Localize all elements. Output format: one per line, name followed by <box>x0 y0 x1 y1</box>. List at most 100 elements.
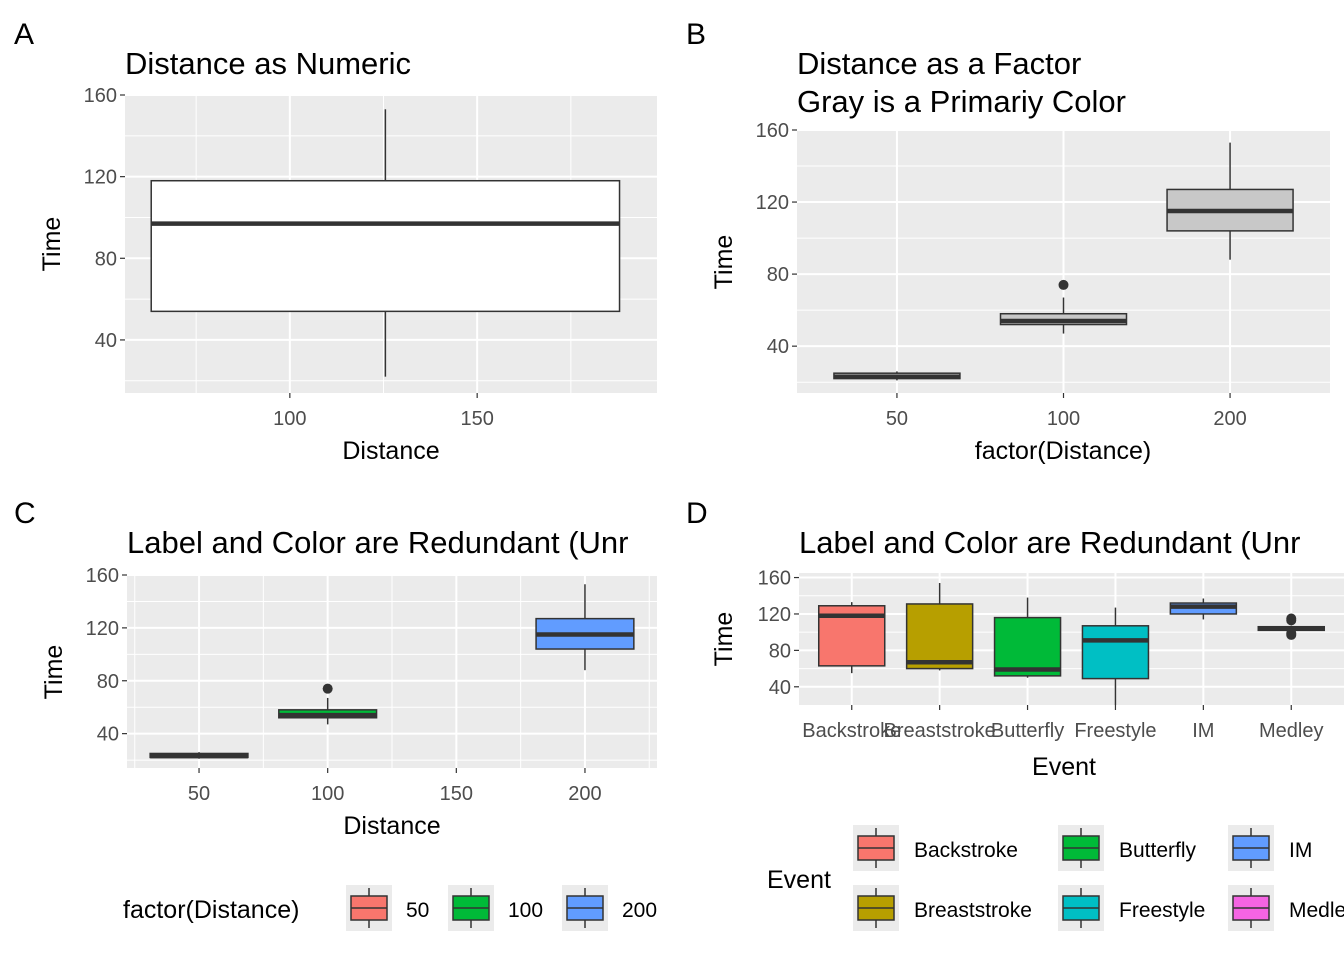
x-tick-label: 50 <box>886 408 908 430</box>
chart-title: Label and Color are Redundant (Unr <box>127 525 628 560</box>
boxplot-0 <box>149 752 249 759</box>
legend-key <box>562 885 608 931</box>
boxplot-50 <box>833 371 961 381</box>
y-tick-label: 120 <box>84 167 117 189</box>
chart-subtitle: Gray is a Primariy Color <box>797 84 1126 119</box>
panel-c: C Label and Color are Redundant (Unr 40 80 1… <box>14 497 657 931</box>
x-tick-label: 50 <box>188 783 210 805</box>
outlier-point <box>322 683 333 694</box>
outlier-point <box>1286 628 1297 639</box>
y-tick-label: 40 <box>769 677 791 699</box>
panel-a: A Distance as Numeric 40 80 120 160 100 150 Dist… <box>14 18 657 465</box>
boxplot-butterfly <box>993 597 1062 678</box>
y-tick-label: 80 <box>767 264 789 286</box>
legend-item-label: Backstroke <box>914 839 1018 862</box>
legend-key <box>1058 885 1104 931</box>
y-axis: 40 80 120 160 <box>86 565 127 746</box>
y-tick-label: 80 <box>769 640 791 662</box>
legend: factor(Distance) 50 100 200 <box>123 885 657 931</box>
y-tick-label: 80 <box>97 671 119 693</box>
outlier-point <box>1058 279 1069 290</box>
legend-item-label: 50 <box>406 899 429 922</box>
legend: Event Backstroke Butterfly IM Breaststroke Fr… <box>767 825 1344 931</box>
x-axis-title: Distance <box>342 437 439 465</box>
boxplot-1 <box>278 683 378 725</box>
box <box>905 603 974 670</box>
grid <box>799 573 1344 705</box>
x-tick-label: Butterfly <box>991 720 1064 742</box>
y-tick-label: 160 <box>756 120 789 142</box>
legend-title: Event <box>767 866 831 894</box>
x-tick-label: 150 <box>460 408 493 430</box>
panel-label: C <box>14 497 36 530</box>
y-axis: 40 80 120 160 <box>756 120 797 358</box>
outlier-point <box>1286 613 1297 624</box>
x-axis: 100 150 <box>273 393 494 430</box>
boxplot-medley <box>1257 613 1326 640</box>
x-tick-label: Medley <box>1259 720 1323 742</box>
box <box>993 616 1062 677</box>
y-tick-label: 160 <box>86 565 119 587</box>
boxplots <box>817 583 1326 705</box>
panel-label: B <box>686 18 706 51</box>
legend-item-label: Butterfly <box>1119 839 1197 862</box>
x-axis: 50 100 150 200 <box>188 768 602 805</box>
box <box>1081 625 1150 680</box>
boxplots <box>150 109 621 377</box>
boxplot-im <box>1169 598 1238 620</box>
chart-title: Label and Color are Redundant (Unr <box>799 525 1300 560</box>
legend-key <box>346 885 392 931</box>
boxplot-freestyle <box>1081 607 1150 705</box>
legend-item-label: IM <box>1289 839 1312 862</box>
x-tick-label: 200 <box>1213 408 1246 430</box>
x-tick-label: 150 <box>440 783 473 805</box>
legend-key <box>1228 825 1274 871</box>
legend-item-label: Breaststroke <box>914 899 1032 922</box>
y-tick-label: 40 <box>767 336 789 358</box>
x-axis-title: factor(Distance) <box>975 437 1151 465</box>
x-tick-label: 100 <box>311 783 344 805</box>
y-axis-title: Time <box>38 217 66 272</box>
legend-item-label: Freestyle <box>1119 899 1205 922</box>
y-axis-title: Time <box>40 645 68 700</box>
y-axis-title: Time <box>710 235 738 290</box>
x-tick-label: 100 <box>273 408 306 430</box>
legend-key <box>1058 825 1104 871</box>
y-axis: 40 80 120 160 <box>84 85 125 352</box>
panel-label: A <box>14 18 34 51</box>
y-tick-label: 40 <box>97 724 119 746</box>
y-tick-label: 80 <box>95 248 117 270</box>
x-axis: 50 100 200 <box>886 393 1247 430</box>
y-tick-label: 160 <box>758 568 791 590</box>
y-tick-label: 160 <box>84 85 117 107</box>
y-axis-title: Time <box>710 612 738 667</box>
y-tick-label: 120 <box>86 618 119 640</box>
plot-background <box>799 573 1344 705</box>
x-axis-title: Distance <box>343 812 440 840</box>
x-axis-title: Event <box>1032 753 1096 781</box>
legend-key <box>853 885 899 931</box>
x-tick-label: Freestyle <box>1074 720 1156 742</box>
legend-key <box>448 885 494 931</box>
x-tick-label: IM <box>1192 720 1214 742</box>
boxplots <box>149 584 635 759</box>
legend-item-label: Medley <box>1289 899 1344 922</box>
y-tick-label: 120 <box>756 192 789 214</box>
legend-item-label: 100 <box>508 899 543 922</box>
panel-label: D <box>686 497 708 530</box>
legend-title: factor(Distance) <box>123 896 299 924</box>
legend-item-label: 200 <box>622 899 657 922</box>
chart-title: Distance as a Factor <box>797 46 1081 81</box>
boxplot-backstroke <box>817 602 886 674</box>
boxplot-breaststroke <box>905 583 974 671</box>
x-tick-label: Backstroke <box>802 720 901 742</box>
boxplot-200 <box>1166 142 1294 260</box>
x-tick-label: 100 <box>1047 408 1080 430</box>
boxplot-2 <box>535 584 635 671</box>
y-axis: 40 80 120 160 <box>758 568 799 699</box>
legend-key <box>1228 885 1274 931</box>
boxplots <box>833 142 1294 381</box>
panel-d: D Label and Color are Redundant (Unr 40 80 1… <box>686 497 1344 931</box>
